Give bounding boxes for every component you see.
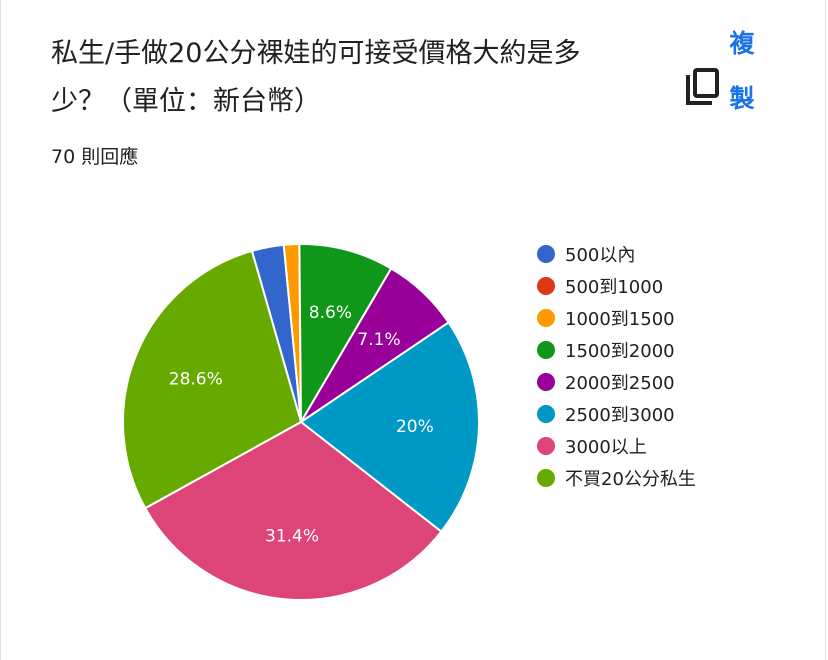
pie-slice-7[interactable] bbox=[122, 249, 303, 510]
legend-item-3[interactable]: 1500到2000 bbox=[537, 334, 696, 366]
legend-label: 1500到2000 bbox=[565, 341, 675, 362]
pie-chart: 8.6%7.1% 20% 31.4% 28.6% bbox=[122, 242, 480, 601]
legend-label: 500以內 bbox=[565, 245, 636, 266]
legend-item-5[interactable]: 2500到3000 bbox=[537, 398, 696, 430]
legend-item-0[interactable]: 500以內 bbox=[537, 238, 696, 270]
legend-label: 不買20公分私生 bbox=[565, 469, 696, 490]
pie-data-label-3: 8.6% bbox=[309, 303, 352, 323]
legend-item-4[interactable]: 2000到2500 bbox=[537, 366, 696, 398]
legend-label: 500到1000 bbox=[565, 277, 664, 298]
legend-label: 3000以上 bbox=[565, 437, 647, 458]
legend-item-2[interactable]: 1000到1500 bbox=[537, 302, 696, 334]
legend-swatch bbox=[537, 469, 555, 487]
legend-item-1[interactable]: 500到1000 bbox=[537, 270, 696, 302]
legend-label: 1000到1500 bbox=[565, 309, 675, 330]
chart-legend: 500以內 500到1000 1000到1500 1500到2000 2000到2500… bbox=[537, 238, 696, 494]
pie-slice-3[interactable] bbox=[298, 243, 393, 426]
copy-button[interactable]: 複製 bbox=[726, 30, 755, 140]
legend-item-7[interactable]: 不買20公分私生 bbox=[537, 462, 696, 494]
response-count: 70 則回應 bbox=[51, 146, 139, 168]
pie-slice-5[interactable] bbox=[299, 321, 480, 533]
legend-swatch bbox=[537, 309, 555, 327]
legend-swatch bbox=[537, 405, 555, 423]
legend-label: 2500到3000 bbox=[565, 405, 675, 426]
pie-data-label-7: 28.6% bbox=[169, 369, 223, 389]
legend-swatch bbox=[537, 341, 555, 359]
question-title: 私生/手做20公分裸娃的可接受價格大約是多少？（單位：新台幣） bbox=[51, 38, 581, 117]
pie-slice-6[interactable] bbox=[143, 420, 443, 601]
legend-item-6[interactable]: 3000以上 bbox=[537, 430, 696, 462]
pie-data-label-5: 20% bbox=[396, 417, 434, 437]
copy-icon[interactable] bbox=[683, 66, 723, 108]
pie-data-label-6: 31.4% bbox=[265, 527, 319, 547]
legend-swatch bbox=[537, 245, 555, 263]
legend-swatch bbox=[537, 437, 555, 455]
legend-label: 2000到2500 bbox=[565, 373, 675, 394]
legend-swatch bbox=[537, 277, 555, 295]
legend-swatch bbox=[537, 373, 555, 391]
pie-data-label-4: 7.1% bbox=[357, 330, 400, 350]
